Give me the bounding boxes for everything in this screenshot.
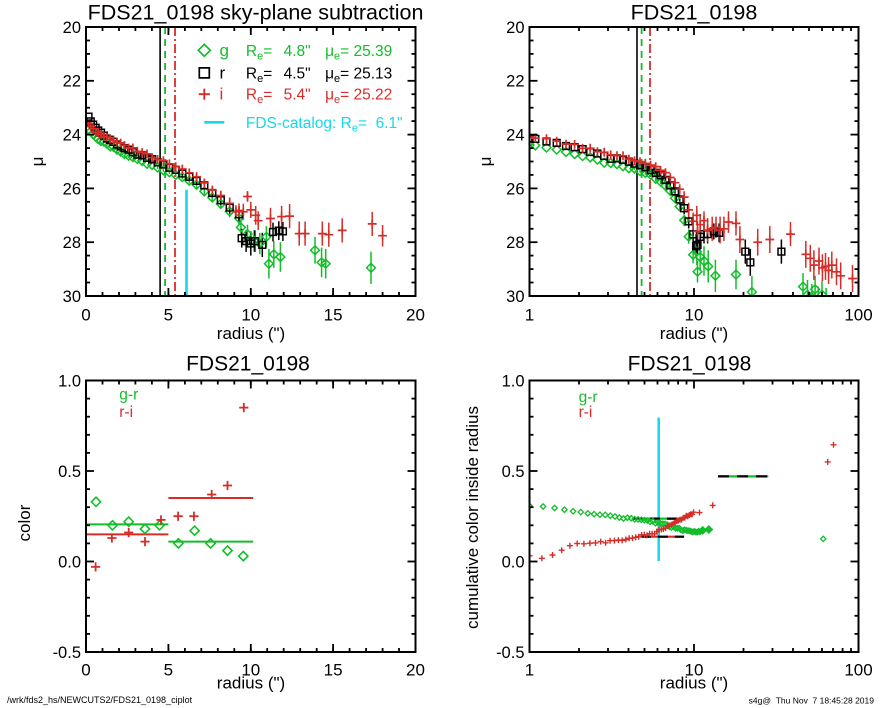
svg-text:/wrk/fds2_hs/NEWCUTS2/FDS21_01: /wrk/fds2_hs/NEWCUTS2/FDS21_0198_ciplot xyxy=(7,695,193,705)
svg-text:i: i xyxy=(220,85,224,104)
svg-text:24: 24 xyxy=(506,127,524,145)
svg-text:μe= 25.39: μe= 25.39 xyxy=(325,43,392,63)
svg-text:g-r: g-r xyxy=(119,387,138,404)
svg-text:-0.5: -0.5 xyxy=(496,644,524,662)
svg-text:10: 10 xyxy=(685,306,704,325)
svg-text:Re=: Re= xyxy=(246,87,272,107)
svg-text:20: 20 xyxy=(506,19,524,37)
svg-text:10: 10 xyxy=(241,661,260,680)
svg-text:0.5: 0.5 xyxy=(502,463,525,481)
svg-text:4.5": 4.5" xyxy=(284,65,311,82)
svg-text:20: 20 xyxy=(63,19,81,37)
svg-text:22: 22 xyxy=(506,73,524,91)
svg-text:5: 5 xyxy=(164,306,173,325)
svg-text:4.8": 4.8" xyxy=(284,43,311,60)
svg-text:15: 15 xyxy=(324,661,343,680)
svg-text:24: 24 xyxy=(63,127,81,145)
svg-text:0.0: 0.0 xyxy=(58,553,81,571)
svg-text:1: 1 xyxy=(525,661,534,680)
svg-text:30: 30 xyxy=(506,288,524,306)
svg-text:22: 22 xyxy=(63,73,81,91)
svg-text:r-i: r-i xyxy=(579,404,593,421)
svg-text:100: 100 xyxy=(844,306,872,325)
svg-text:-0.5: -0.5 xyxy=(53,644,81,662)
svg-text:color: color xyxy=(15,504,34,541)
svg-text:FDS21_0198: FDS21_0198 xyxy=(631,1,758,25)
svg-text:radius ("): radius (") xyxy=(217,674,285,693)
svg-text:μ: μ xyxy=(28,157,47,167)
svg-text:μe= 25.13: μe= 25.13 xyxy=(325,65,392,85)
svg-text:μe= 25.22: μe= 25.22 xyxy=(325,87,392,107)
svg-text:1.0: 1.0 xyxy=(502,372,525,390)
svg-text:26: 26 xyxy=(506,180,524,198)
svg-text:100: 100 xyxy=(844,661,872,680)
svg-text:5.4": 5.4" xyxy=(284,87,311,104)
svg-text:radius ("): radius (") xyxy=(660,674,728,693)
svg-text:FDS21_0198: FDS21_0198 xyxy=(186,353,310,376)
svg-text:20: 20 xyxy=(406,661,425,680)
svg-text:FDS21_0198 sky-plane subtracti: FDS21_0198 sky-plane subtraction xyxy=(88,1,424,25)
svg-text:radius ("): radius (") xyxy=(660,324,728,343)
svg-text:g: g xyxy=(220,41,229,60)
svg-text:26: 26 xyxy=(63,180,81,198)
svg-text:20: 20 xyxy=(406,306,425,325)
svg-text:0.5: 0.5 xyxy=(58,463,81,481)
svg-text:r: r xyxy=(220,63,226,82)
svg-text:0.0: 0.0 xyxy=(502,553,525,571)
svg-text:1.0: 1.0 xyxy=(58,372,81,390)
svg-text:cumulative color inside radius: cumulative color inside radius xyxy=(463,406,482,629)
svg-text:0: 0 xyxy=(81,306,90,325)
svg-text:FDS-catalog: Re= 6.1": FDS-catalog: Re= 6.1" xyxy=(246,115,403,135)
svg-text:15: 15 xyxy=(324,306,343,325)
svg-text:10: 10 xyxy=(685,661,704,680)
svg-text:Re=: Re= xyxy=(246,43,272,63)
svg-text:s4g@ Thu Nov 7 18:45:28 2019: s4g@ Thu Nov 7 18:45:28 2019 xyxy=(749,696,875,706)
svg-text:radius ("): radius (") xyxy=(217,324,285,343)
svg-text:30: 30 xyxy=(63,288,81,306)
svg-text:r-i: r-i xyxy=(119,404,133,421)
svg-text:1: 1 xyxy=(525,306,534,325)
svg-text:g-r: g-r xyxy=(579,389,598,406)
svg-text:Re=: Re= xyxy=(246,65,272,85)
svg-text:FDS21_0198: FDS21_0198 xyxy=(628,353,752,376)
svg-text:5: 5 xyxy=(164,661,173,680)
svg-text:28: 28 xyxy=(63,234,81,252)
svg-text:10: 10 xyxy=(241,306,260,325)
svg-text:0: 0 xyxy=(81,661,90,680)
svg-text:28: 28 xyxy=(506,234,524,252)
svg-text:μ: μ xyxy=(476,157,495,167)
